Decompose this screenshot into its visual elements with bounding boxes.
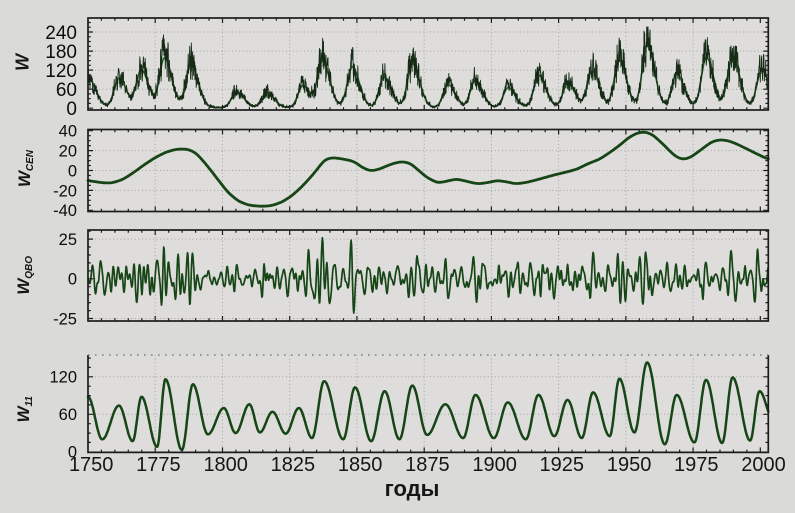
svg-text:1750: 1750 (69, 454, 114, 476)
svg-text:0: 0 (68, 162, 77, 180)
svg-text:0: 0 (68, 444, 77, 462)
svg-text:180: 180 (45, 42, 77, 63)
svg-text:0: 0 (68, 271, 77, 289)
svg-text:1900: 1900 (472, 454, 517, 476)
svg-text:120: 120 (45, 61, 77, 82)
svg-text:1950: 1950 (607, 454, 652, 476)
svg-text:0: 0 (66, 99, 77, 120)
svg-text:-40: -40 (53, 202, 77, 220)
svg-text:240: 240 (45, 23, 77, 44)
svg-text:1850: 1850 (338, 454, 383, 476)
svg-text:60: 60 (56, 80, 77, 101)
svg-text:1825: 1825 (271, 454, 316, 476)
svg-text:1800: 1800 (203, 454, 248, 476)
svg-text:1975: 1975 (674, 454, 719, 476)
svg-text:1875: 1875 (405, 454, 450, 476)
svg-text:1925: 1925 (540, 454, 585, 476)
svg-text:60: 60 (59, 406, 77, 424)
svg-text:20: 20 (59, 143, 77, 161)
svg-text:40: 40 (59, 123, 77, 141)
svg-text:-25: -25 (53, 310, 77, 328)
svg-text:-20: -20 (53, 182, 77, 200)
svg-text:1775: 1775 (136, 454, 181, 476)
svg-text:годы: годы (385, 476, 440, 501)
svg-text:25: 25 (59, 231, 77, 249)
svg-text:W: W (13, 52, 33, 71)
svg-text:2000: 2000 (741, 454, 786, 476)
svg-text:120: 120 (49, 369, 77, 387)
